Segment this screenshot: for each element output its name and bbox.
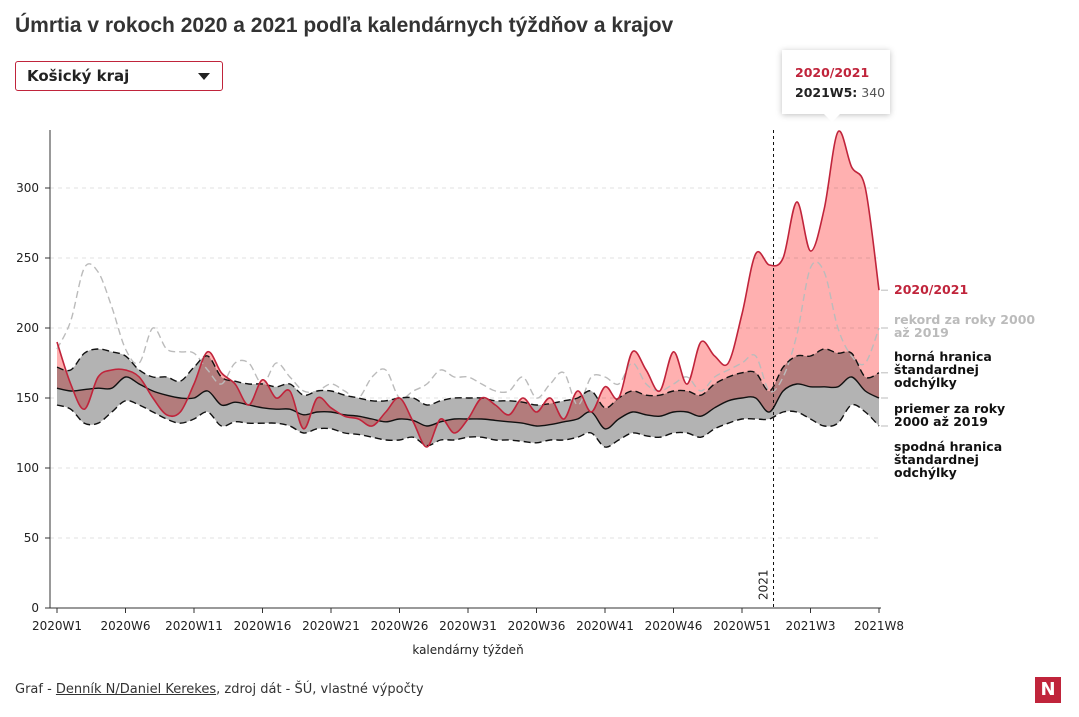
legend-label: priemer za roky 2000 až 2019 [894, 401, 1006, 429]
x-tick-label: 2020W16 [234, 619, 292, 633]
dropdown-text: Košický kraj [27, 67, 130, 85]
x-axis-label: kalendárny týždeň [412, 643, 523, 657]
y-tick-label: 0 [31, 601, 39, 615]
year-annotation: 2021 [757, 569, 771, 600]
x-tick-label: 2020W46 [645, 619, 703, 633]
x-tick-label: 2020W36 [508, 619, 566, 633]
x-tick-label: 2020W11 [165, 619, 223, 633]
x-tick-label: 2020W6 [100, 619, 150, 633]
y-tick-label: 250 [16, 251, 39, 265]
series-line [56, 130, 880, 448]
legend-label: horná hranica štandardnej odchýlky [894, 349, 992, 390]
logo: N [1035, 677, 1061, 703]
x-tick-label: 2020W31 [439, 619, 497, 633]
excess-area [57, 131, 879, 448]
footer-prefix: Graf - [15, 682, 56, 697]
x-tick-label: 2021W3 [785, 619, 835, 633]
tooltip-series: 2020/2021 [795, 65, 870, 80]
chart-title: Úmrtia v rokoch 2020 a 2021 podľa kalend… [15, 14, 674, 37]
tooltip: 2020/2021 2021W5: 340 [782, 50, 890, 122]
legend-label: spodná hranica štandardnej odchýlky [894, 439, 1003, 480]
x-tick-label: 2020W26 [371, 619, 429, 633]
y-tick-label: 200 [16, 321, 39, 335]
x-tick-label: 2020W21 [302, 619, 360, 633]
y-tick-label: 150 [16, 391, 39, 405]
series-line [56, 261, 880, 406]
series-line [56, 348, 880, 409]
legend-label: 2020/2021 [894, 282, 969, 297]
footer-link[interactable]: Denník N/Daniel Kerekes [55, 682, 217, 697]
legend-label: rekord za roky 2000 až 2019 [894, 312, 1036, 340]
y-tick-label: 100 [16, 461, 39, 475]
footer: Graf - Denník N/Daniel Kerekes, zdroj dá… [15, 682, 424, 697]
footer-suffix: , zdroj dát - ŠÚ, vlastné výpočty [216, 682, 424, 697]
y-tick-label: 300 [16, 181, 39, 195]
region-dropdown[interactable]: Košický kraj [15, 61, 223, 91]
x-tick-label: 2021W8 [854, 619, 904, 633]
dropdown-arrow [198, 73, 210, 80]
tooltip-value: 340 [861, 85, 886, 100]
x-tick-label: 2020W1 [32, 619, 82, 633]
series-line [56, 399, 880, 448]
tooltip-label: 2021W5: [795, 85, 858, 100]
y-tick-label: 50 [24, 531, 39, 545]
x-tick-label: 2020W51 [713, 619, 771, 633]
x-tick-label: 2020W41 [576, 619, 634, 633]
